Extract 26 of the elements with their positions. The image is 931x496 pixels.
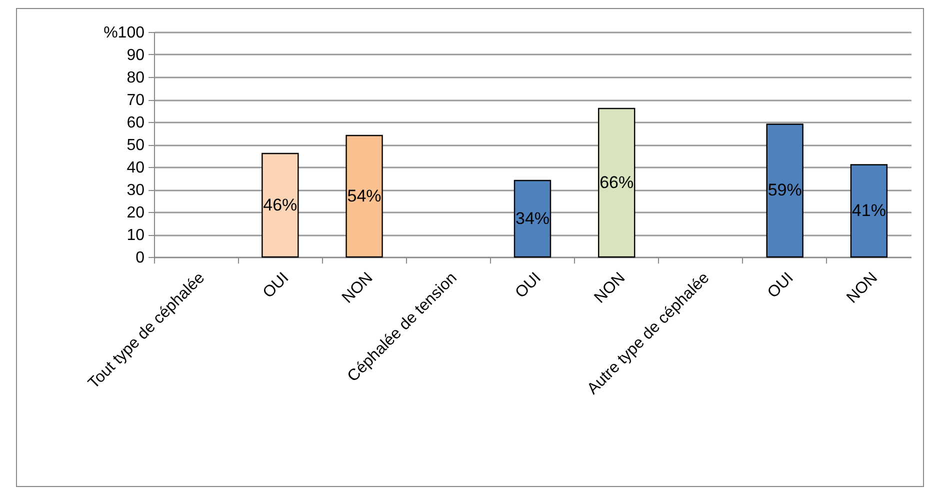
x-tick-label: OUI [512,270,545,302]
data-label: 54% [347,186,382,206]
y-tick-label: 60 [126,114,145,132]
bar [598,108,636,258]
y-tick-label: 30 [126,182,145,199]
y-tick-label: 90 [126,47,145,64]
data-label: 59% [768,180,802,200]
bar [766,124,804,258]
y-tick-label: 80 [126,70,145,86]
data-label: 41% [852,200,886,220]
y-tick-label: 50 [126,137,145,154]
y-tick-label: %100 [104,24,145,42]
y-tick-label: 70 [126,92,145,109]
x-tick-label: OUI [764,270,797,302]
x-tick-label: OUI [260,270,292,302]
bar [262,152,299,258]
data-label: 46% [263,195,298,214]
bar [850,164,888,258]
bar [346,134,383,258]
y-tick-label: 40 [126,160,145,176]
y-tick-label: 0 [136,250,145,266]
data-label: 66% [600,172,634,192]
y-tick-label: 10 [126,227,145,244]
bar [514,180,552,258]
data-label: 34% [515,208,550,228]
y-tick-label: 20 [126,204,145,222]
